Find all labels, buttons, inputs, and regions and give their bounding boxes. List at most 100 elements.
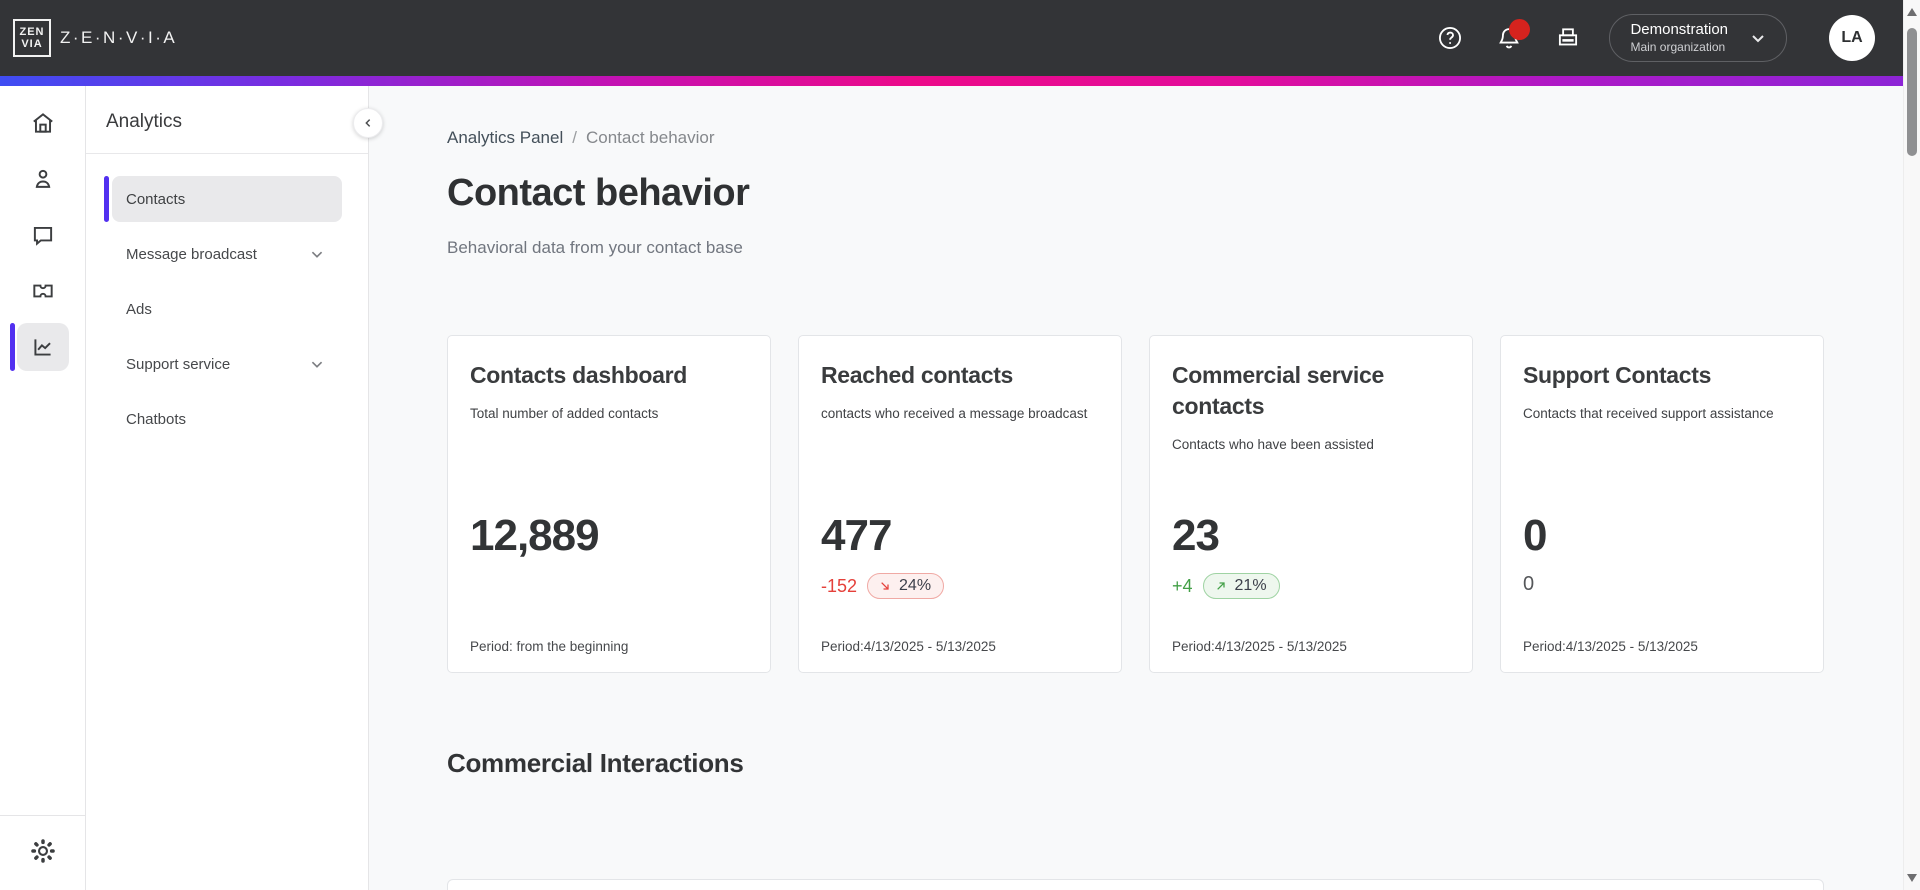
breadcrumb-separator: / bbox=[572, 128, 577, 147]
card-description: Contacts who have been assisted bbox=[1172, 437, 1374, 452]
card-support-contacts: Support Contacts Contacts that received … bbox=[1500, 335, 1824, 673]
delta-value: -152 bbox=[821, 575, 858, 596]
card-delta-row: -152 24% bbox=[821, 571, 1099, 601]
rail-analytics[interactable] bbox=[0, 319, 86, 375]
rail-sales[interactable] bbox=[0, 263, 86, 319]
trend-badge-up: 21% bbox=[1202, 573, 1280, 599]
card-period: Period:4/13/2025 - 5/13/2025 bbox=[821, 639, 996, 654]
card-value-block: 12,889 bbox=[470, 514, 748, 558]
content-area: Analytics Panel / Contact behavior Conta… bbox=[369, 86, 1903, 890]
breadcrumb: Analytics Panel / Contact behavior bbox=[447, 86, 1903, 148]
sidebar-item-label: Support service bbox=[126, 355, 231, 373]
vertical-scrollbar[interactable] bbox=[1903, 0, 1920, 890]
rail-divider bbox=[0, 815, 86, 816]
chart-icon bbox=[16, 323, 69, 371]
sidebar-divider bbox=[86, 153, 368, 154]
chevron-down-icon bbox=[306, 353, 328, 375]
card-description: contacts who received a message broadcas… bbox=[821, 406, 1088, 421]
organization-name: Demonstration bbox=[1630, 21, 1728, 39]
sidebar-item-label: Ads bbox=[126, 300, 152, 318]
delta-percent: 24% bbox=[899, 577, 932, 594]
card-title: Reached contacts bbox=[821, 362, 1014, 388]
rail-home[interactable] bbox=[0, 95, 86, 151]
notification-dot bbox=[1509, 19, 1531, 40]
brand-wordmark: Z·E·N·V·I·A bbox=[60, 28, 178, 47]
section-title-commercial-interactions: Commercial Interactions bbox=[447, 748, 744, 778]
zenvia-brand[interactable]: ZEN VIA Z·E·N·V·I·A bbox=[13, 19, 177, 57]
delta-percent: 21% bbox=[1234, 577, 1267, 594]
card-value: 477 bbox=[821, 511, 892, 560]
sidebar-item-support-service[interactable]: Support service bbox=[112, 341, 342, 387]
help-icon[interactable] bbox=[1437, 25, 1463, 51]
gear-icon bbox=[29, 837, 57, 870]
settings-button[interactable] bbox=[0, 816, 86, 890]
person-icon bbox=[30, 166, 56, 192]
icon-rail bbox=[0, 86, 86, 890]
home-icon bbox=[30, 110, 56, 136]
card-period: Period:4/13/2025 - 5/13/2025 bbox=[1172, 639, 1347, 654]
arrow-down-right-icon bbox=[877, 578, 893, 594]
chat-icon bbox=[30, 222, 56, 248]
sidebar-item-ads[interactable]: Ads bbox=[112, 286, 342, 332]
breadcrumb-parent[interactable]: Analytics Panel bbox=[447, 128, 564, 147]
kpi-cards-row: Contacts dashboard Total number of added… bbox=[447, 335, 1903, 673]
logo-text-bottom: VIA bbox=[21, 38, 43, 50]
rail-conversations[interactable] bbox=[0, 207, 86, 263]
card-title: Support Contacts bbox=[1523, 362, 1712, 388]
card-title: Commercial service contacts bbox=[1172, 362, 1384, 419]
page-subtitle: Behavioral data from your contact base bbox=[447, 238, 743, 257]
chevron-down-icon bbox=[1746, 26, 1770, 50]
print-icon[interactable] bbox=[1555, 25, 1581, 51]
card-description: Contacts that received support assistanc… bbox=[1523, 406, 1774, 421]
card-title: Contacts dashboard bbox=[470, 362, 687, 388]
card-value: 23 bbox=[1172, 511, 1220, 560]
organization-text: Demonstration Main organization bbox=[1630, 21, 1728, 55]
logo-text-top: ZEN bbox=[19, 26, 45, 38]
card-period: Period:4/13/2025 - 5/13/2025 bbox=[1523, 639, 1698, 654]
zenvia-logo-icon: ZEN VIA bbox=[13, 19, 51, 57]
sidebar-item-chatbots[interactable]: Chatbots bbox=[112, 396, 342, 442]
sidebar-item-contacts[interactable]: Contacts bbox=[104, 176, 342, 222]
main-area: Analytics Contacts Message broadcast Ads… bbox=[0, 86, 1903, 890]
scroll-down-arrow-icon[interactable] bbox=[1907, 874, 1917, 882]
sidebar-title: Analytics bbox=[106, 111, 183, 132]
sidebar-collapse-button[interactable] bbox=[353, 108, 383, 138]
card-value-block: 23 +4 21% bbox=[1172, 514, 1450, 601]
sidebar-items: Contacts Message broadcast Ads Support s… bbox=[86, 154, 368, 442]
organization-selector[interactable]: Demonstration Main organization bbox=[1609, 14, 1787, 62]
scroll-up-arrow-icon[interactable] bbox=[1907, 8, 1917, 16]
card-value: 0 bbox=[1523, 511, 1547, 560]
card-commercial-service-contacts: Commercial service contacts Contacts who… bbox=[1149, 335, 1473, 673]
scrollbar-thumb[interactable] bbox=[1907, 28, 1917, 156]
chevron-left-icon bbox=[360, 115, 376, 131]
card-contacts-dashboard: Contacts dashboard Total number of added… bbox=[447, 335, 771, 673]
card-delta-row: +4 21% bbox=[1172, 571, 1450, 601]
card-value: 12,889 bbox=[470, 511, 600, 560]
page-title: Contact behavior bbox=[447, 172, 750, 214]
card-description: Total number of added contacts bbox=[470, 406, 659, 421]
breadcrumb-current: Contact behavior bbox=[585, 128, 715, 147]
sidebar-item-label: Contacts bbox=[126, 190, 186, 208]
chevron-down-icon bbox=[306, 243, 328, 265]
card-reached-contacts: Reached contacts contacts who received a… bbox=[798, 335, 1122, 673]
rail-bottom bbox=[0, 815, 86, 890]
card-value-block: 477 -152 24% bbox=[821, 514, 1099, 601]
ticket-icon bbox=[30, 278, 56, 304]
topbar-actions: Demonstration Main organization LA bbox=[1404, 14, 1875, 62]
user-avatar[interactable]: LA bbox=[1829, 15, 1875, 61]
bell-icon[interactable] bbox=[1496, 19, 1531, 51]
arrow-up-right-icon bbox=[1213, 578, 1229, 594]
topbar: ZEN VIA Z·E·N·V·I·A bbox=[0, 0, 1903, 76]
card-value-block: 0 0 bbox=[1523, 511, 1801, 595]
commercial-interactions-card bbox=[447, 879, 1824, 890]
sidebar-item-label: Message broadcast bbox=[126, 245, 257, 263]
rail-contacts[interactable] bbox=[0, 151, 86, 207]
organization-subtitle: Main organization bbox=[1630, 39, 1726, 54]
analytics-sidebar: Analytics Contacts Message broadcast Ads… bbox=[86, 86, 383, 890]
card-period: Period: from the beginning bbox=[470, 639, 629, 654]
delta-value: +4 bbox=[1172, 575, 1193, 596]
trend-badge-down: 24% bbox=[867, 573, 945, 599]
sidebar-item-message-broadcast[interactable]: Message broadcast bbox=[112, 231, 342, 277]
card-secondary-value: 0 bbox=[1523, 573, 1535, 595]
